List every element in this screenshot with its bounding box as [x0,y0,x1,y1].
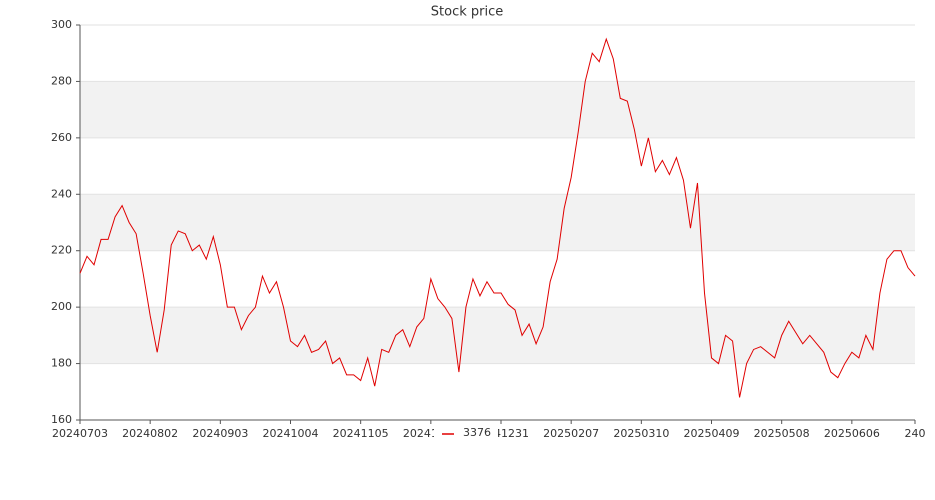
x-tick-label: 20241004 [263,427,319,440]
chart-title: Stock price [431,5,503,20]
x-tick-label: 20240802 [122,427,178,440]
x-tick-label: 20250508 [754,427,810,440]
x-tick-label: 20240903 [192,427,248,440]
legend-label: 3376 [463,426,491,439]
x-tick-label: 20250310 [613,427,669,440]
y-tick-label: 220 [51,244,72,257]
x-tick-label: 20240703 [52,427,108,440]
x-tick-label: 20250207 [543,427,599,440]
y-tick-label: 160 [51,413,72,426]
line [79,37,916,398]
grid-band [80,307,915,364]
y-tick-label: 180 [51,357,72,370]
x-tick-label: 20241105 [333,427,389,440]
y-tick-label: 200 [51,300,72,313]
legend-bg [434,424,498,442]
x-tick-label: 240 [905,427,926,440]
y-tick-label: 300 [51,18,72,31]
y-tick-label: 280 [51,74,72,87]
y-tick-label: 260 [51,131,72,144]
legend: 3376 [434,424,498,442]
grid-band [80,81,915,138]
x-tick-label: 20250409 [684,427,740,440]
y-tick-label: 240 [51,187,72,200]
x-tick-label: 20250606 [824,427,880,440]
grid-band [80,194,915,251]
